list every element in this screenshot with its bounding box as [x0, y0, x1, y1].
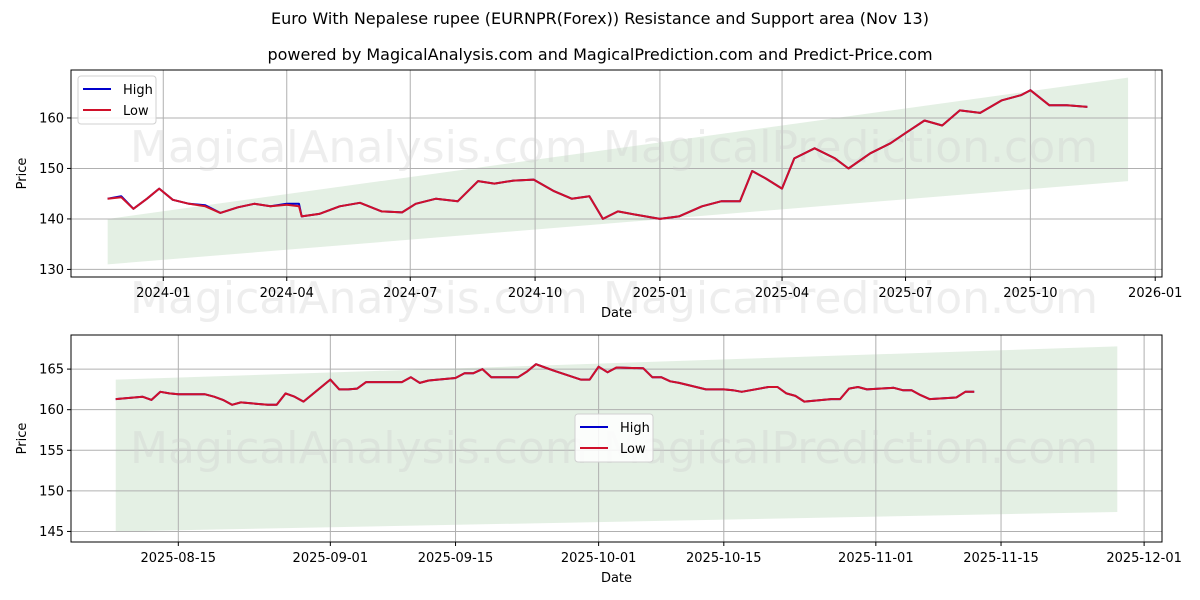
- y-tick-label: 150: [39, 162, 64, 177]
- watermark-text: MagicalAnalysis.com: [130, 122, 588, 173]
- x-tick-label: 2025-08-15: [141, 551, 217, 566]
- legend: High Low: [574, 413, 654, 463]
- x-axis-label: Date: [601, 571, 632, 586]
- x-tick-label: 2025-07: [878, 286, 932, 301]
- support-resistance-band: [115, 346, 1118, 532]
- chart-panel-2: MagicalAnalysis.com MagicalPrediction.com…: [15, 334, 1182, 586]
- watermark-text: MagicalPrediction.com: [603, 273, 1098, 324]
- x-tick-label: 2025-11-15: [963, 551, 1039, 566]
- series-line-low: [107, 89, 1088, 220]
- legend-low-label: Low: [620, 442, 646, 457]
- watermark-text: MagicalAnalysis.com: [130, 273, 588, 324]
- y-tick-label: 140: [39, 212, 64, 227]
- y-axis-label: Price: [15, 423, 30, 455]
- watermark-text: MagicalAnalysis.com: [130, 423, 588, 474]
- legend-box: [574, 413, 654, 463]
- y-tick-label: 130: [39, 263, 64, 278]
- legend-low-label: Low: [123, 104, 149, 119]
- plot-frame: [70, 334, 1163, 543]
- legend-high-label: High: [620, 421, 650, 436]
- x-tick-label: 2025-09-01: [293, 551, 369, 566]
- y-tick-label: 155: [39, 444, 64, 459]
- plot-frame: [70, 69, 1163, 278]
- series-line-high: [115, 363, 975, 406]
- series-line-high: [107, 89, 1088, 220]
- legend-box: [77, 75, 157, 125]
- y-axis-label: Price: [15, 158, 30, 190]
- chart-subtitle: powered by MagicalAnalysis.com and Magic…: [267, 45, 933, 64]
- chart-panel-1: MagicalAnalysis.com MagicalPrediction.com…: [15, 69, 1182, 324]
- x-tick-label: 2025-10: [1003, 286, 1057, 301]
- x-tick-label: 2025-09-15: [418, 551, 494, 566]
- x-axis-label: Date: [601, 306, 632, 321]
- x-tick-label: 2025-04: [755, 286, 809, 301]
- x-tick-label: 2025-12-01: [1106, 551, 1182, 566]
- y-tick-label: 160: [39, 111, 64, 126]
- x-tick-label: 2025-01: [633, 286, 687, 301]
- x-tick-label: 2025-10-15: [686, 551, 762, 566]
- watermark-text: MagicalPrediction.com: [603, 423, 1098, 474]
- x-tick-label: 2026-01: [1128, 286, 1182, 301]
- legend: High Low: [77, 75, 157, 125]
- support-resistance-band: [107, 77, 1129, 265]
- x-tick-label: 2024-04: [260, 286, 314, 301]
- chart-title: Euro With Nepalese rupee (EURNPR(Forex))…: [271, 9, 929, 28]
- y-tick-label: 160: [39, 403, 64, 418]
- y-tick-label: 145: [39, 525, 64, 540]
- x-tick-label: 2025-10-01: [561, 551, 637, 566]
- y-tick-label: 165: [39, 363, 64, 378]
- x-tick-label: 2024-07: [383, 286, 437, 301]
- watermark-text: MagicalPrediction.com: [603, 122, 1098, 173]
- legend-high-label: High: [123, 83, 153, 98]
- series-line-low: [115, 363, 975, 406]
- y-tick-label: 150: [39, 484, 64, 499]
- x-tick-label: 2024-01: [136, 286, 190, 301]
- x-tick-label: 2024-10: [508, 286, 562, 301]
- x-tick-label: 2025-11-01: [838, 551, 914, 566]
